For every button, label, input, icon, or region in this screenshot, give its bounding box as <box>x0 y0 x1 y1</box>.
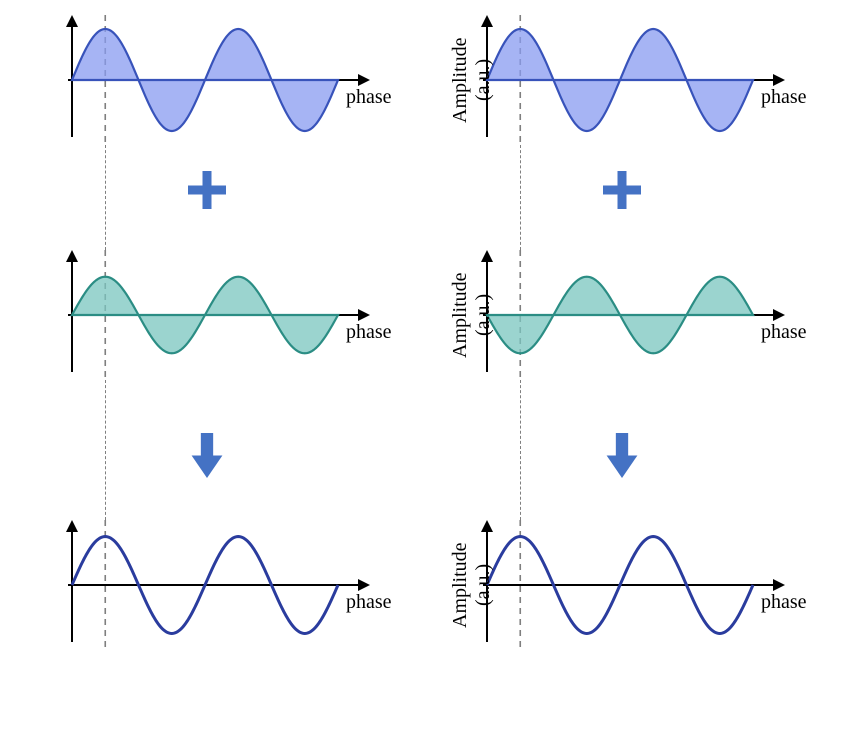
panel-right-wave1: phaseAmplitude (a.u.) <box>455 15 825 145</box>
figure-canvas: phasephasephasephaseAmplitude (a.u.)phas… <box>0 0 850 735</box>
y-axis-label: Amplitude (a.u.) <box>449 250 495 380</box>
dashed-connector <box>520 145 521 250</box>
x-axis-label: phase <box>761 591 807 614</box>
y-axis-label: Amplitude (a.u.) <box>449 520 495 650</box>
x-axis-label: phase <box>346 591 392 614</box>
panel-left-wave1: phase <box>40 15 410 145</box>
x-axis-label: phase <box>346 321 392 344</box>
x-axis-label: phase <box>346 86 392 109</box>
x-axis-label: phase <box>761 86 807 109</box>
dashed-connector <box>105 380 106 520</box>
dashed-connector <box>520 380 521 520</box>
plus-icon <box>188 171 226 209</box>
plus-icon <box>603 171 641 209</box>
panel-right-sum: phaseAmplitude (a.u.) <box>455 520 825 650</box>
down-arrow-icon <box>188 433 226 478</box>
y-axis-label: Amplitude (a.u.) <box>449 15 495 145</box>
x-axis-label: phase <box>761 321 807 344</box>
panel-right-wave2: phaseAmplitude (a.u.) <box>455 250 825 380</box>
panel-left-sum: phase <box>40 520 410 650</box>
dashed-connector <box>105 145 106 250</box>
panel-left-wave2: phase <box>40 250 410 380</box>
down-arrow-icon <box>603 433 641 478</box>
